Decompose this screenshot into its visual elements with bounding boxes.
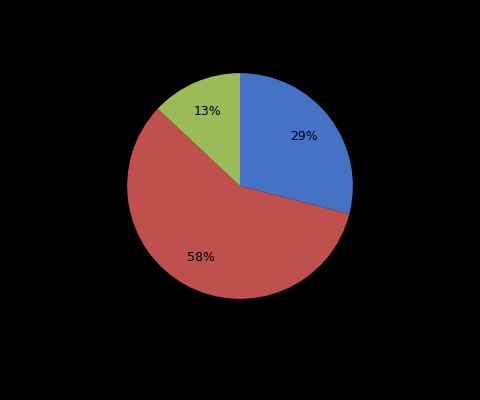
Text: 13%: 13% bbox=[194, 105, 222, 118]
Wedge shape bbox=[240, 73, 353, 214]
Text: 58%: 58% bbox=[187, 251, 215, 264]
Wedge shape bbox=[158, 73, 240, 186]
Text: 29%: 29% bbox=[290, 130, 318, 143]
Wedge shape bbox=[127, 109, 349, 299]
